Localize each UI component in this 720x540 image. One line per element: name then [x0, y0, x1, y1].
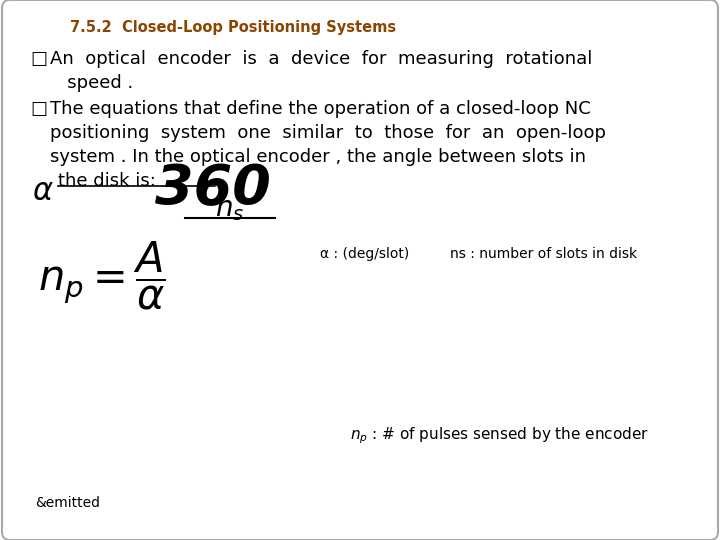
Text: $n_s$: $n_s$	[215, 195, 245, 223]
Text: 360: 360	[155, 162, 271, 216]
Text: $\alpha$: $\alpha$	[32, 177, 54, 206]
Text: $n_p = \dfrac{A}{\alpha}$: $n_p = \dfrac{A}{\alpha}$	[38, 240, 166, 312]
Text: the disk is:: the disk is:	[58, 172, 156, 190]
Text: &emitted: &emitted	[35, 496, 100, 510]
Text: $n_p$ : # of pulses sensed by the encoder: $n_p$ : # of pulses sensed by the encode…	[350, 425, 649, 446]
Text: 7.5.2  Closed-Loop Positioning Systems: 7.5.2 Closed-Loop Positioning Systems	[70, 20, 396, 35]
Text: The equations that define the operation of a closed-loop NC: The equations that define the operation …	[50, 100, 590, 118]
Text: □: □	[30, 100, 47, 118]
Text: An  optical  encoder  is  a  device  for  measuring  rotational: An optical encoder is a device for measu…	[50, 50, 593, 68]
Text: ns : number of slots in disk: ns : number of slots in disk	[450, 247, 637, 261]
Text: α : (deg/slot): α : (deg/slot)	[320, 247, 409, 261]
Text: □: □	[30, 50, 47, 68]
Text: positioning  system  one  similar  to  those  for  an  open-loop: positioning system one similar to those …	[50, 124, 606, 142]
Text: system . In the optical encoder , the angle between slots in: system . In the optical encoder , the an…	[50, 148, 586, 166]
Text: speed .: speed .	[50, 74, 133, 92]
